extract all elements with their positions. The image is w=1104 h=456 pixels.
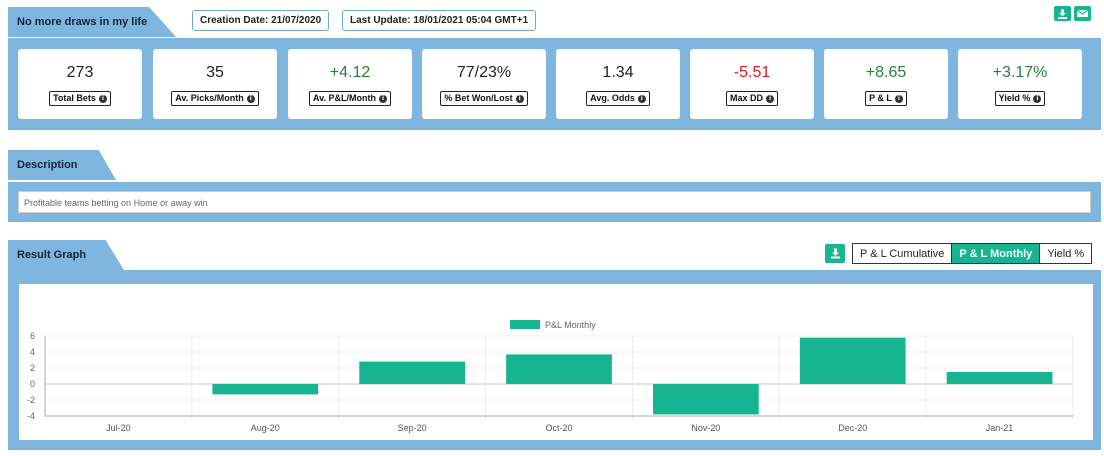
stat-label-text: Av. Picks/Month — [175, 93, 244, 103]
stat-label-text: % Bet Won/Lost — [444, 93, 513, 103]
y-tick-label: -4 — [27, 411, 35, 421]
bar-sep-20 — [359, 361, 466, 384]
strategy-title: No more draws in my life — [17, 16, 148, 28]
chart-view-tabs: P & L Cumulative P & L Monthly Yield % — [852, 243, 1093, 264]
x-tick-label: Aug-20 — [251, 423, 280, 433]
stat-value-avg-picks-month: 35 — [206, 64, 224, 81]
description-tab: Description — [8, 150, 116, 180]
stats-panel: 273 Total Bets i 35 Av. Picks/Month i +4.12 Av.… — [8, 38, 1101, 130]
email-button[interactable] — [1074, 6, 1091, 21]
bar-dec-20 — [799, 337, 906, 384]
last-update-badge: Last Update: 18/01/2021 05:04 GMT+1 — [342, 10, 537, 31]
x-tick-label: Nov-20 — [691, 423, 720, 433]
stat-card-bet-won-lost: 77/23% % Bet Won/Lost i — [422, 49, 546, 119]
stat-label-total-bets[interactable]: Total Bets i — [49, 91, 111, 106]
description-title: Description — [17, 159, 78, 171]
download-icon — [1058, 8, 1067, 19]
result-chart: -4 -2 0 2 4 6 Jul-20 Aug-20 Sep-20 Oct-20 Nov-20 De… — [19, 284, 1093, 440]
info-icon[interactable]: i — [379, 94, 387, 103]
stat-value-bet-won-lost: 77/23% — [456, 64, 512, 81]
bar-nov-20 — [652, 384, 759, 415]
stat-label-text: Yield % — [998, 93, 1031, 103]
y-tick-label: 4 — [30, 347, 35, 357]
stat-value-yield: +3.17% — [992, 64, 1048, 81]
bar-jan-21 — [946, 372, 1053, 384]
x-tick-label: Dec-20 — [838, 423, 867, 433]
strategy-title-tab: No more draws in my life — [8, 7, 176, 37]
y-tick-label: -2 — [27, 395, 35, 405]
legend-label: P&L Monthly — [545, 320, 596, 330]
stat-card-yield: +3.17% Yield % i — [958, 49, 1082, 119]
info-icon[interactable]: i — [515, 94, 524, 103]
stat-label-avg-picks-month[interactable]: Av. Picks/Month i — [171, 91, 259, 106]
stat-value-pl: +8.65 — [865, 64, 907, 81]
stat-label-text: P & L — [869, 93, 892, 103]
stat-label-avg-odds[interactable]: Avg. Odds i — [586, 91, 650, 106]
result-graph-tab: Result Graph — [8, 240, 124, 270]
mail-icon — [1077, 9, 1088, 17]
description-panel: Profitable teams betting on Home or away… — [8, 182, 1101, 222]
info-icon[interactable]: i — [894, 94, 903, 103]
stat-label-text: Max DD — [729, 93, 763, 103]
info-icon[interactable]: i — [98, 94, 107, 103]
stat-label-text: Total Bets — [53, 93, 96, 103]
stat-label-yield[interactable]: Yield % i — [994, 91, 1046, 106]
stat-value-max-dd: -5.51 — [733, 64, 771, 81]
stat-card-avg-pl-month: +4.12 Av. P&L/Month i — [288, 49, 412, 119]
creation-date-badge: Creation Date: 21/07/2020 — [192, 10, 330, 31]
x-tick-label: Jul-20 — [106, 423, 131, 433]
stat-label-max-dd[interactable]: Max DD i — [725, 91, 778, 106]
result-graph-title: Result Graph — [17, 249, 87, 261]
description-text: Profitable teams betting on Home or away… — [18, 191, 1091, 213]
download-icon — [830, 248, 840, 259]
stat-value-avg-odds: 1.34 — [602, 64, 634, 81]
stat-label-text: Avg. Odds — [590, 93, 635, 103]
info-icon[interactable]: i — [246, 94, 255, 103]
bar-aug-20 — [212, 384, 319, 395]
stat-card-avg-odds: 1.34 Avg. Odds i — [556, 49, 680, 119]
y-tick-label: 0 — [30, 379, 35, 389]
info-icon[interactable]: i — [766, 94, 774, 103]
chart-download-button[interactable] — [825, 244, 845, 263]
tab-yield[interactable]: Yield % — [1039, 244, 1091, 263]
download-button[interactable] — [1054, 6, 1071, 21]
stat-label-bet-won-lost[interactable]: % Bet Won/Lost i — [440, 91, 528, 106]
stat-card-total-bets: 273 Total Bets i — [18, 49, 142, 119]
bar-oct-20 — [506, 354, 612, 384]
info-icon[interactable]: i — [637, 94, 646, 103]
x-tick-label: Sep-20 — [398, 423, 427, 433]
stat-value-avg-pl-month: +4.12 — [329, 64, 371, 81]
y-tick-label: 6 — [30, 331, 35, 341]
pl-monthly-chart: -4 -2 0 2 4 6 Jul-20 Aug-20 Sep-20 Oct-20 Nov-20 De… — [27, 320, 1074, 433]
tab-pl-cumulative[interactable]: P & L Cumulative — [860, 248, 945, 260]
y-tick-label: 2 — [30, 363, 35, 373]
stat-card-max-dd: -5.51 Max DD i — [690, 49, 814, 119]
x-tick-label: Oct-20 — [545, 423, 572, 433]
info-icon[interactable]: i — [1033, 94, 1042, 103]
x-tick-label: Jan-21 — [986, 423, 1014, 433]
stat-card-avg-picks-month: 35 Av. Picks/Month i — [153, 49, 277, 119]
stat-value-total-bets: 273 — [66, 64, 94, 81]
legend-swatch — [510, 320, 540, 329]
stat-label-avg-pl-month[interactable]: Av. P&L/Month i — [309, 91, 391, 106]
tab-pl-monthly[interactable]: P & L Monthly — [951, 244, 1040, 263]
stat-label-text: Av. P&L/Month — [313, 93, 376, 103]
